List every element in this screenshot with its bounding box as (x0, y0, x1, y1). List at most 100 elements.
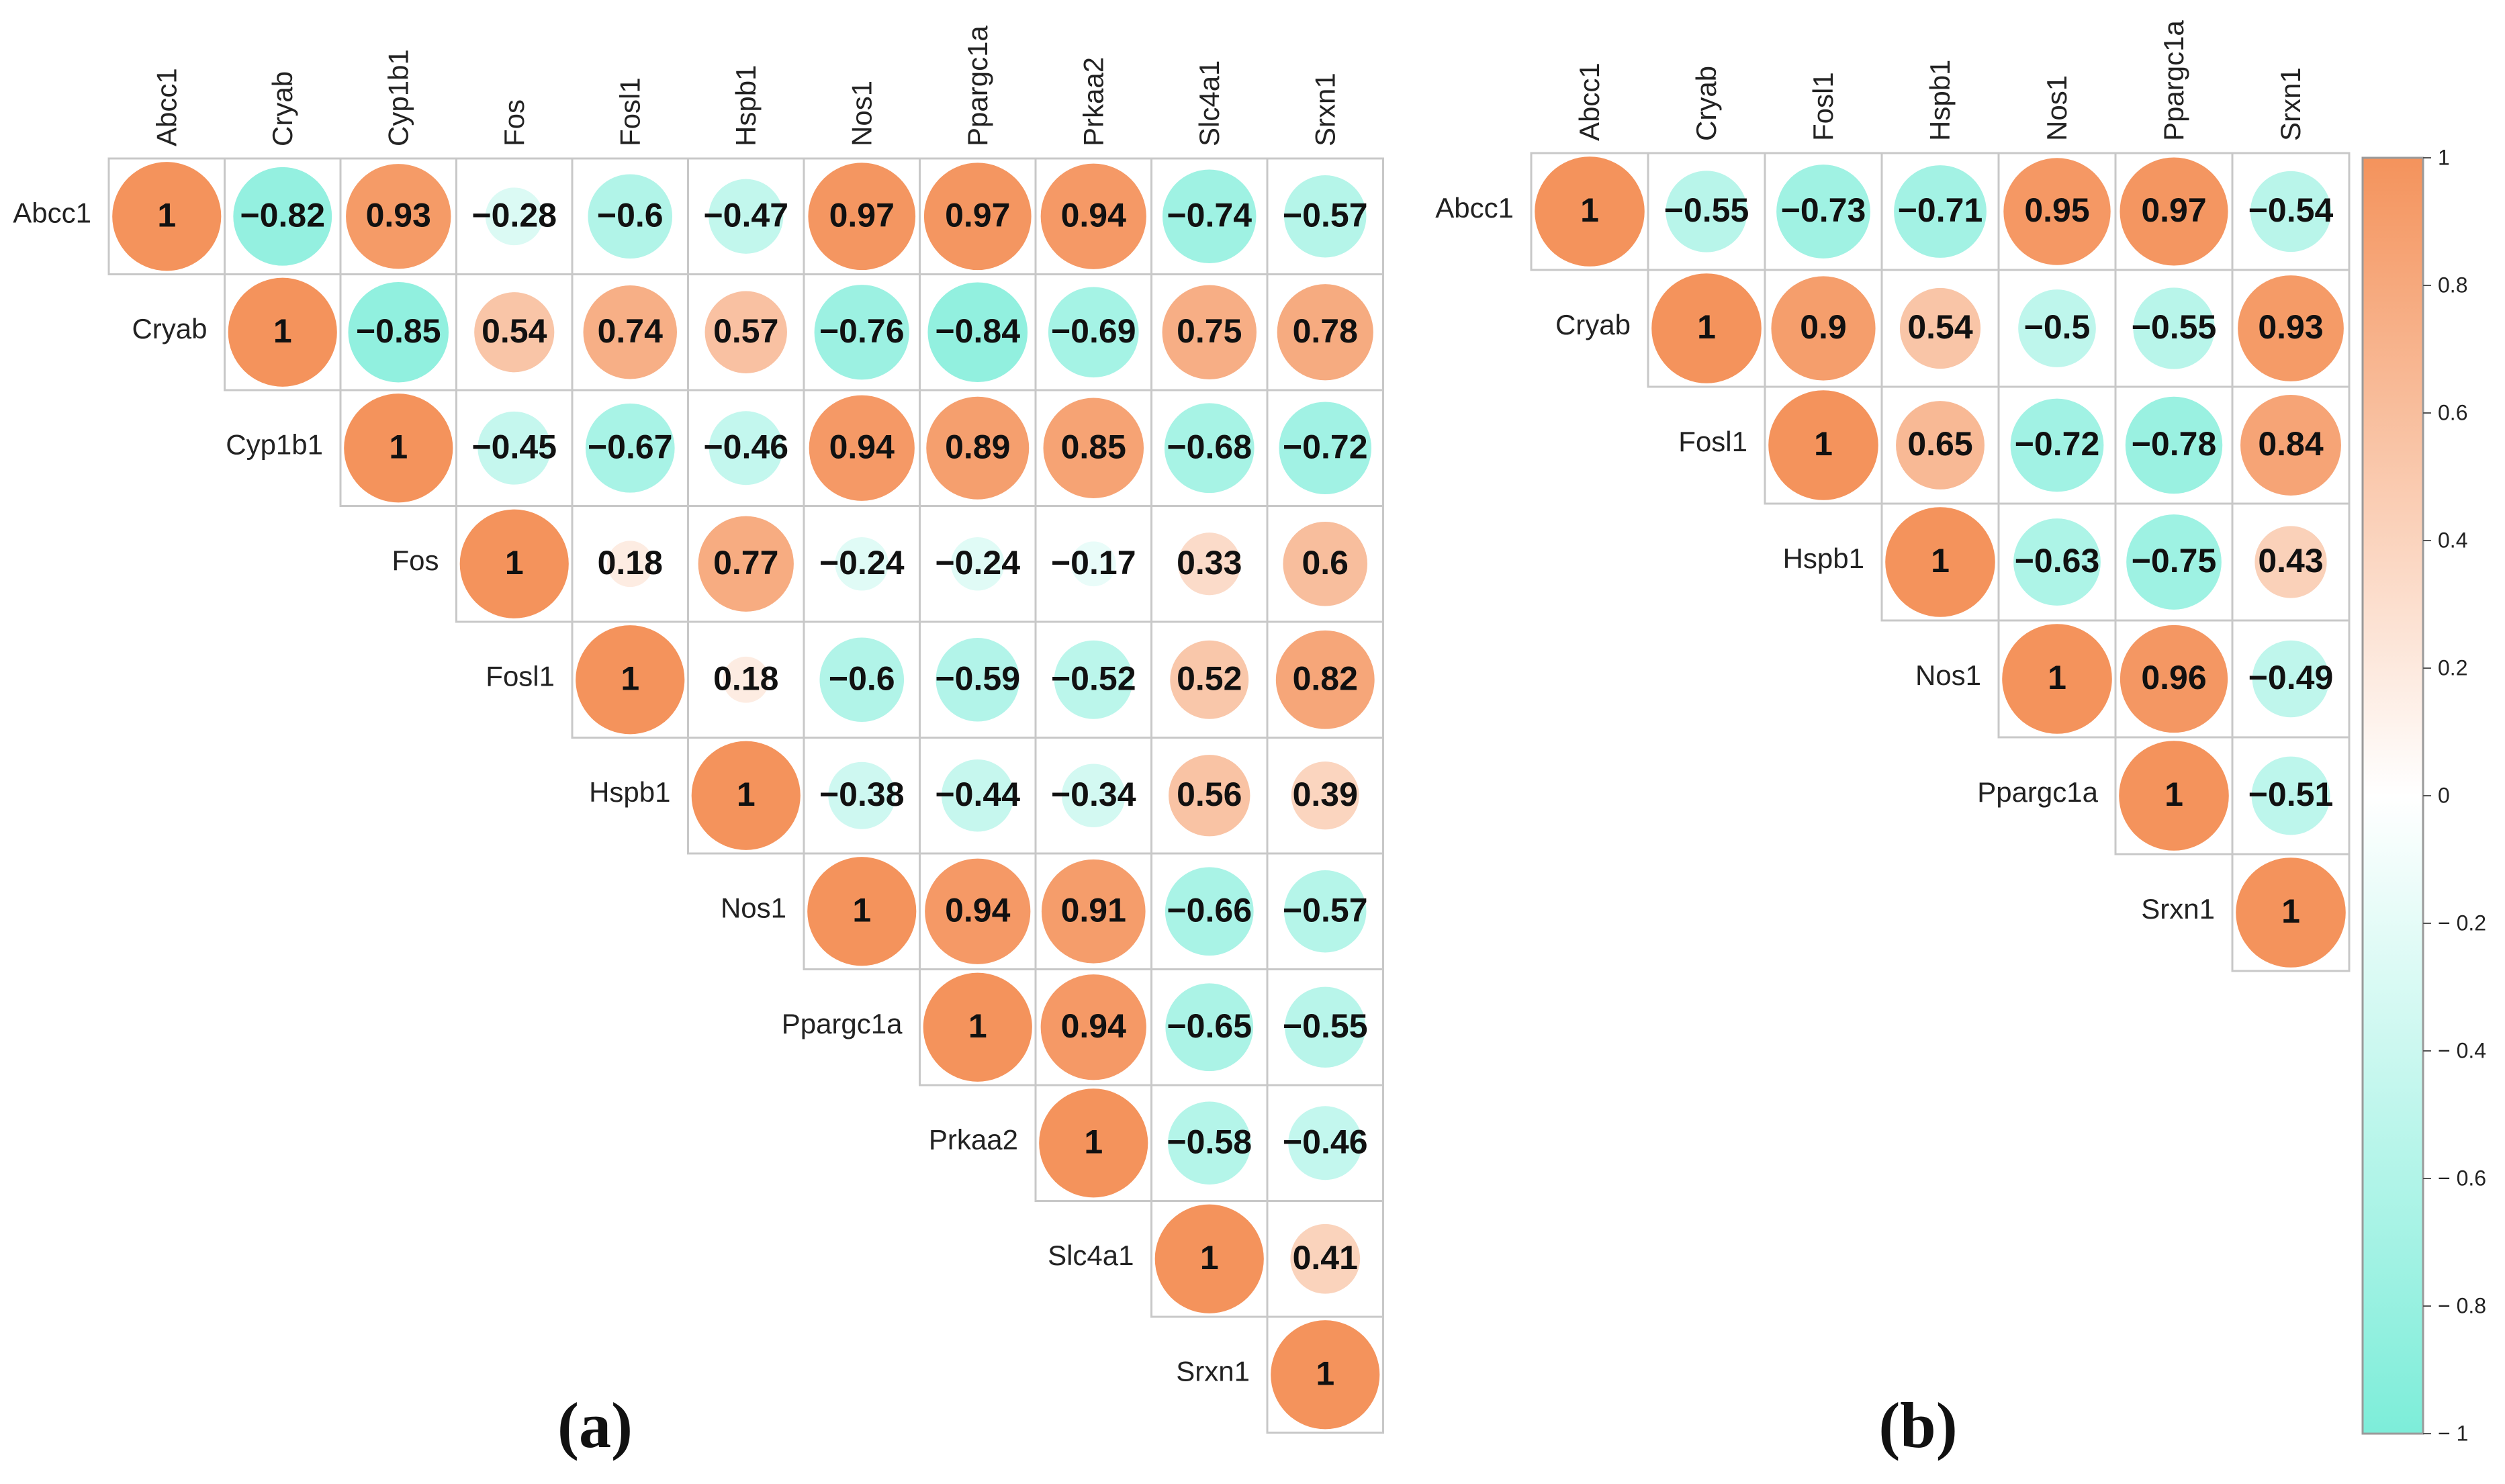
circle-nos1-prkaa2 (1041, 859, 1146, 964)
value-label-cryab-fosl1: 0.74 (598, 312, 664, 350)
circle-fosl1-nos1 (819, 637, 905, 723)
circle-srxn1-srxn1 (1271, 1320, 1380, 1430)
value-label-cyp1b1-fos: −0.45 (471, 428, 557, 465)
row-label-abcc1: Abcc1 (13, 197, 91, 228)
value-label-hspb1-srxn1: 0.39 (1293, 776, 1358, 813)
panel-a: Abcc1 Cryab Cyp1b1 Fos Fosl1 Hspb1 Nos1 Ppargc1… (13, 26, 1384, 1461)
value-label-abcc1-nos1: 0.97 (829, 196, 895, 234)
circle-abcc1-cryab (233, 167, 332, 266)
circle-cryab-nos1 (2018, 289, 2096, 367)
column-label-nos1: Nos1 (846, 81, 877, 146)
value-label-abcc1-cryab: −0.55 (1664, 191, 1749, 229)
panel-label-panel-b: (b) (1878, 1389, 1957, 1461)
value-label-hspb1-hspb1: 1 (1931, 542, 1950, 579)
circle-fosl1-ppargc1a (936, 637, 1020, 722)
value-label-cryab-cyp1b1: −0.85 (356, 312, 441, 350)
value-label-abcc1-fos: −0.28 (471, 196, 557, 234)
circle-hspb1-hspb1 (691, 741, 801, 850)
circle-abcc1-ppargc1a (923, 163, 1032, 271)
value-label-fosl1-nos1: −0.6 (829, 659, 895, 697)
value-label-abcc1-srxn1: −0.54 (2248, 191, 2334, 229)
value-label-cyp1b1-fosl1: −0.67 (588, 428, 673, 465)
column-label-srxn1: Srxn1 (2275, 67, 2306, 141)
value-label-nos1-srxn1: −0.49 (2248, 659, 2334, 696)
column-label-ppargc1a: Ppargc1a (2158, 20, 2189, 141)
circle-fosl1-slc4a1 (1170, 640, 1249, 719)
row-label-prkaa2: Prkaa2 (929, 1123, 1018, 1155)
circle-slc4a1-srxn1 (1290, 1223, 1361, 1294)
circle-fos-prkaa2 (1071, 541, 1116, 587)
value-label-cryab-prkaa2: −0.69 (1051, 312, 1136, 350)
value-label-abcc1-fosl1: −0.6 (597, 196, 664, 234)
circle-hspb1-srxn1 (1291, 761, 1359, 830)
value-label-srxn1-srxn1: 1 (1316, 1354, 1334, 1392)
value-label-cryab-fosl1: 0.9 (1800, 308, 1847, 346)
circle-fos-fosl1 (606, 541, 653, 588)
value-label-abcc1-srxn1: −0.57 (1283, 196, 1368, 234)
circle-fosl1-prkaa2 (1054, 640, 1133, 719)
value-label-abcc1-cryab: −0.82 (240, 196, 325, 234)
column-label-cryab: Cryab (1690, 66, 1722, 141)
circle-abcc1-abcc1 (112, 162, 222, 271)
colorbar-tick-label: 0.8 (2438, 273, 2467, 297)
value-label-cryab-cryab: 1 (1697, 308, 1716, 346)
value-label-fosl1-hspb1: 0.65 (1907, 425, 1972, 463)
circle-hspb1-ppargc1a (941, 759, 1014, 832)
value-label-cyp1b1-prkaa2: 0.85 (1061, 428, 1126, 465)
colorbar-tick-label: 0.4 (2438, 528, 2467, 552)
value-label-nos1-nos1: 1 (2048, 659, 2066, 696)
value-label-fos-fos: 1 (505, 544, 524, 582)
column-label-hspb1: Hspb1 (1924, 60, 1956, 141)
circle-cryab-srxn1 (1277, 284, 1373, 381)
circle-cyp1b1-cyp1b1 (344, 393, 453, 503)
circle-abcc1-prkaa2 (1040, 163, 1146, 269)
value-label-nos1-ppargc1a: 0.96 (2141, 659, 2206, 696)
circle-fosl1-hspb1 (1896, 401, 1985, 490)
circle-abcc1-hspb1 (1894, 165, 1987, 258)
circle-cryab-cryab (228, 277, 337, 387)
colorbar: 1 0.8 0.6 0.4 0.2 0 − 0.2 − 0.4 − 0.6 − 0.8 − 1 (2361, 145, 2486, 1445)
circle-abcc1-nos1 (808, 163, 916, 271)
column-label-cyp1b1: Cyp1b1 (382, 49, 414, 146)
row-label-cryab: Cryab (132, 313, 207, 344)
value-label-abcc1-cyp1b1: 0.93 (366, 196, 431, 234)
panel-label-panel-a: (a) (557, 1389, 633, 1461)
value-label-cryab-srxn1: 0.93 (2258, 308, 2323, 346)
circle-fosl1-fosl1 (576, 625, 685, 735)
value-label-abcc1-fosl1: −0.73 (1781, 191, 1866, 229)
value-label-fosl1-fosl1: 1 (621, 659, 639, 697)
value-label-cryab-nos1: −0.5 (2024, 308, 2091, 346)
value-label-abcc1-ppargc1a: 0.97 (2141, 191, 2206, 229)
circle-abcc1-abcc1 (1535, 156, 1645, 267)
circle-hspb1-srxn1 (2254, 526, 2327, 598)
value-label-fosl1-ppargc1a: −0.59 (935, 659, 1020, 697)
circle-fos-ppargc1a (951, 537, 1005, 591)
circle-abcc1-fos (485, 187, 543, 246)
value-label-hspb1-ppargc1a: −0.44 (935, 776, 1020, 813)
circle-hspb1-nos1 (828, 761, 896, 829)
column-label-fosl1: Fosl1 (614, 77, 645, 146)
circle-cryab-srxn1 (2238, 275, 2344, 381)
colorbar-tick-label: 0.6 (2438, 400, 2467, 424)
circle-ppargc1a-srxn1 (1285, 986, 1366, 1068)
column-label-abcc1: Abcc1 (150, 68, 182, 146)
value-label-abcc1-abcc1: 1 (157, 196, 176, 234)
value-label-cryab-ppargc1a: −0.84 (935, 312, 1020, 350)
value-label-fos-hspb1: 0.77 (713, 544, 778, 582)
column-label-nos1: Nos1 (2041, 75, 2073, 141)
value-label-fos-srxn1: 0.6 (1302, 544, 1349, 582)
column-label-ppargc1a: Ppargc1a (962, 26, 993, 146)
circle-prkaa2-slc4a1 (1168, 1101, 1251, 1185)
circle-abcc1-nos1 (2003, 158, 2111, 265)
circle-prkaa2-srxn1 (1288, 1106, 1363, 1180)
column-label-fosl1: Fosl1 (1807, 72, 1839, 141)
circle-ppargc1a-ppargc1a (923, 972, 1032, 1082)
circle-cyp1b1-fosl1 (585, 403, 675, 493)
circle-cryab-hspb1 (704, 291, 787, 373)
value-label-fos-slc4a1: 0.33 (1177, 544, 1242, 582)
circle-cyp1b1-nos1 (809, 395, 915, 501)
circle-cyp1b1-prkaa2 (1043, 398, 1144, 498)
circle-srxn1-srxn1 (2236, 857, 2346, 968)
colorbar-tick-label: − 0.6 (2438, 1166, 2486, 1190)
column-label-cryab: Cryab (267, 71, 298, 146)
